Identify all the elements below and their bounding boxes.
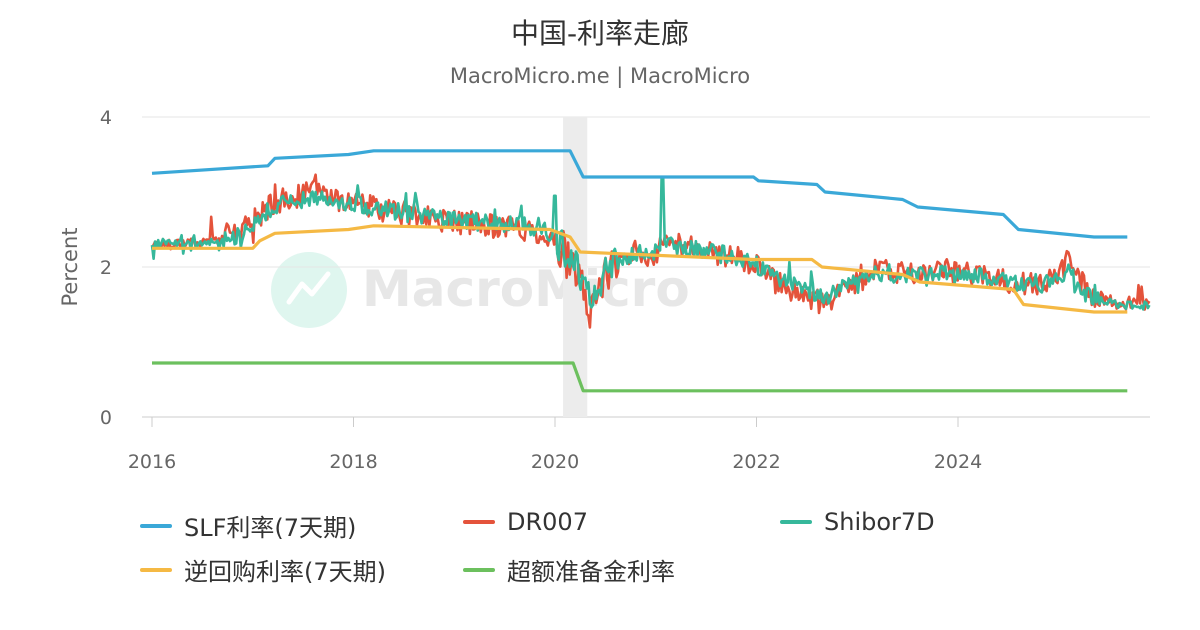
series-line-超额准备金利率 (152, 361, 1128, 393)
legend-label: 逆回购利率(7天期) (184, 558, 386, 586)
x-tick-label: 2024 (934, 451, 982, 473)
watermark-logo-mark (286, 271, 331, 305)
x-tick-label: 2018 (329, 451, 377, 473)
legend-label: SLF利率(7天期) (184, 514, 357, 542)
watermark-text: MacroMicro (362, 260, 690, 318)
y-tick-label: 0 (100, 407, 112, 429)
x-tick-label: 2020 (531, 451, 579, 473)
watermark: MacroMicro (271, 252, 690, 328)
y-axis-label: Percent (58, 227, 82, 306)
legend-item[interactable]: 超额准备金利率 (463, 552, 675, 587)
legend-swatch (463, 567, 495, 572)
legend-swatch (140, 567, 172, 572)
chart-title: 中国-利率走廊 (510, 17, 690, 50)
chart-subtitle: MacroMicro.me | MacroMicro (449, 64, 751, 88)
y-tick-label: 2 (100, 257, 112, 279)
legend-item[interactable]: 逆回购利率(7天期) (140, 552, 386, 587)
legend-swatch (140, 523, 172, 528)
legend-label: DR007 (507, 508, 588, 536)
series-line-SLF利率(7天期) (151, 149, 1128, 239)
legend-label: 超额准备金利率 (507, 558, 675, 586)
x-tick-label: 2022 (732, 451, 780, 473)
y-tick-label: 4 (100, 107, 112, 129)
legend-item[interactable]: DR007 (463, 508, 588, 536)
series-line-逆回购利率(7天期) (152, 224, 1128, 314)
legend-item[interactable]: Shibor7D (780, 508, 935, 536)
legend-swatch (780, 520, 812, 524)
axes: 0 2 4 2016 2018 2020 2022 2024 (100, 107, 982, 473)
legend-swatch (463, 520, 495, 524)
gridlines (142, 116, 1150, 418)
legend-item[interactable]: SLF利率(7天期) (140, 508, 356, 543)
series-lines (150, 149, 1151, 393)
legend-label: Shibor7D (824, 508, 935, 536)
x-tick-label: 2016 (128, 451, 176, 473)
